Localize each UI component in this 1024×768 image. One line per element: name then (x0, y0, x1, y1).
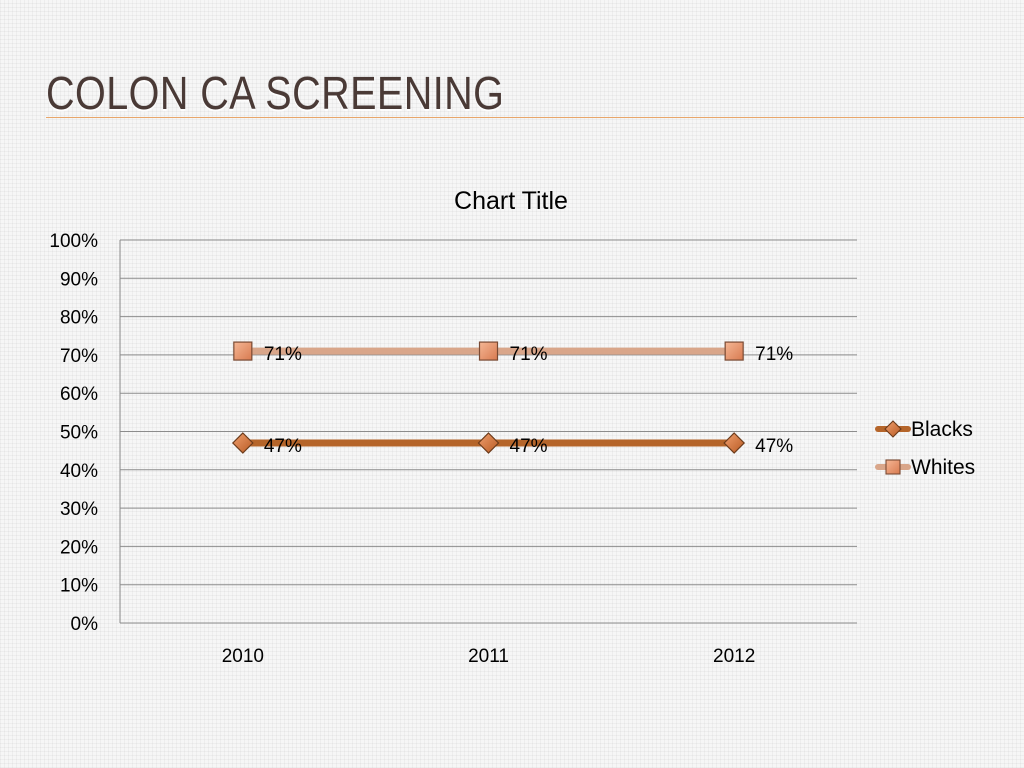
y-tick-label: 40% (60, 461, 98, 482)
data-label: 47% (510, 436, 548, 457)
title-divider (46, 117, 1024, 118)
slide-title: COLON CA SCREENING (46, 67, 505, 119)
legend-label-blacks: Blacks (911, 418, 973, 441)
y-tick-label: 80% (60, 308, 98, 329)
marker-diamond (477, 432, 500, 454)
data-label: 71% (755, 344, 793, 365)
data-label: 47% (264, 436, 302, 457)
data-label: 71% (264, 344, 302, 365)
marker-diamond (723, 432, 746, 454)
legend-marker-diamond (884, 420, 902, 438)
y-tick-label: 0% (71, 614, 99, 635)
y-tick-label: 20% (60, 537, 98, 558)
y-tick-label: 100% (49, 231, 98, 252)
data-label: 71% (510, 344, 548, 365)
y-tick-label: 10% (60, 576, 98, 597)
y-tick-label: 30% (60, 499, 98, 520)
x-tick-label: 2011 (468, 646, 509, 667)
y-tick-label: 50% (60, 423, 98, 444)
x-tick-label: 2012 (713, 646, 755, 667)
marker-square (233, 341, 253, 361)
marker-square (478, 341, 499, 361)
x-tick-label: 2010 (222, 646, 264, 667)
plot-area: 0% 10% 20% 30% 40% 50% 60% 70% 80% 90% 100% 2010 201… (49, 231, 975, 667)
marker-diamond (231, 432, 254, 454)
chart-title: Chart Title (454, 187, 568, 215)
y-tick-label: 70% (60, 346, 98, 367)
legend-label-whites: Whites (911, 456, 975, 479)
legend-marker-square (885, 459, 901, 475)
marker-square (724, 341, 744, 361)
y-tick-label: 90% (60, 269, 98, 290)
data-label: 47% (755, 436, 793, 457)
y-tick-label: 60% (60, 384, 98, 405)
